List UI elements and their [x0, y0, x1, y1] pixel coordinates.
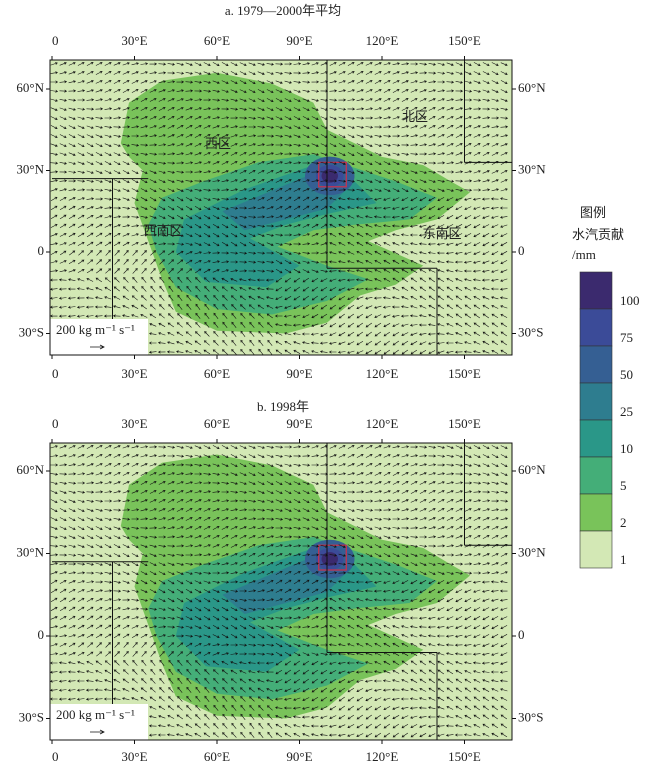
scale-arrow — [90, 729, 105, 735]
map-frame — [49, 59, 513, 356]
lat-tick-label: 30°S — [518, 324, 543, 339]
legend-title: 图例 — [580, 205, 606, 220]
lat-tick-label: 60°N — [16, 80, 44, 95]
lon-tick-label: 60°E — [204, 33, 230, 48]
lon-tick-label: 0 — [52, 416, 59, 431]
lon-tick-label: 30°E — [121, 749, 147, 764]
lat-tick-label: 0 — [518, 627, 525, 642]
legend-swatch — [579, 493, 613, 532]
legend-unit: /mm — [572, 247, 596, 262]
legend-level: 75 — [620, 330, 633, 345]
lon-tick-label: 150°E — [448, 416, 481, 431]
lat-tick-label: 30°N — [16, 161, 44, 176]
legend-level: 50 — [620, 367, 633, 382]
lat-tick-label: 60°N — [518, 80, 546, 95]
lat-tick-label: 30°N — [518, 544, 546, 559]
legend-swatch — [579, 382, 613, 421]
region-label: 东南区 — [422, 226, 461, 241]
legend-swatch — [579, 530, 613, 569]
lat-tick-label: 0 — [38, 627, 45, 642]
lon-tick-label: 120°E — [366, 749, 399, 764]
lon-tick-label: 60°E — [204, 366, 230, 381]
lat-tick-label: 30°N — [518, 161, 546, 176]
legend-level: 10 — [620, 441, 633, 456]
region-label: 西区 — [205, 136, 231, 151]
lon-tick-label: 150°E — [448, 366, 481, 381]
wind-vectors — [50, 62, 509, 355]
vector-scale-label: 200 kg m⁻¹ s⁻¹ — [56, 322, 135, 337]
lon-tick-label: 30°E — [121, 416, 147, 431]
lat-tick-label: 30°N — [16, 544, 44, 559]
vector-scale-label: 200 kg m⁻¹ s⁻¹ — [56, 707, 135, 722]
panel-title: a. 1979—2000年平均 — [225, 3, 341, 18]
lon-tick-label: 90°E — [286, 366, 312, 381]
lat-tick-label: 0 — [518, 243, 525, 258]
legend-swatch — [579, 419, 613, 458]
legend-level: 1 — [620, 552, 627, 567]
legend-swatch — [579, 308, 613, 347]
lat-tick-label: 30°S — [19, 324, 44, 339]
contribution-core — [321, 169, 338, 183]
lat-tick-label: 60°N — [16, 462, 44, 477]
map-area — [50, 443, 512, 740]
lon-tick-label: 120°E — [366, 366, 399, 381]
lon-tick-label: 60°E — [204, 416, 230, 431]
legend-subtitle: 水汽贡献 — [572, 227, 624, 242]
lon-tick-label: 90°E — [286, 416, 312, 431]
map-area — [50, 60, 512, 355]
scale-arrow — [90, 344, 105, 350]
lat-tick-label: 0 — [38, 243, 45, 258]
legend-level: 25 — [620, 404, 633, 419]
scale-box — [50, 319, 148, 355]
lon-tick-label: 90°E — [286, 33, 312, 48]
wind-vectors — [50, 445, 509, 738]
lat-tick-label: 30°S — [19, 709, 44, 724]
lon-tick-label: 120°E — [366, 416, 399, 431]
legend-swatch — [579, 345, 613, 384]
panel-title: b. 1998年 — [257, 399, 309, 414]
lon-tick-label: 30°E — [121, 366, 147, 381]
lat-tick-label: 30°S — [518, 709, 543, 724]
lat-tick-label: 60°N — [518, 462, 546, 477]
lon-tick-label: 0 — [52, 366, 59, 381]
source-box — [318, 161, 347, 188]
scale-box — [50, 704, 148, 740]
legend-swatch — [579, 271, 613, 310]
lon-tick-label: 0 — [52, 33, 59, 48]
map-frame — [49, 442, 513, 741]
legend-level: 2 — [620, 515, 627, 530]
legend-level: 5 — [620, 478, 627, 493]
region-label: 西南区 — [143, 223, 182, 238]
lon-tick-label: 60°E — [204, 749, 230, 764]
region-label: 北区 — [402, 109, 428, 124]
lon-tick-label: 0 — [52, 749, 59, 764]
legend-swatch — [579, 456, 613, 495]
lon-tick-label: 30°E — [121, 33, 147, 48]
lon-tick-label: 150°E — [448, 749, 481, 764]
legend-level: 100 — [620, 293, 640, 308]
lon-tick-label: 90°E — [286, 749, 312, 764]
source-box — [318, 544, 347, 571]
lon-tick-label: 150°E — [448, 33, 481, 48]
lon-tick-label: 120°E — [366, 33, 399, 48]
